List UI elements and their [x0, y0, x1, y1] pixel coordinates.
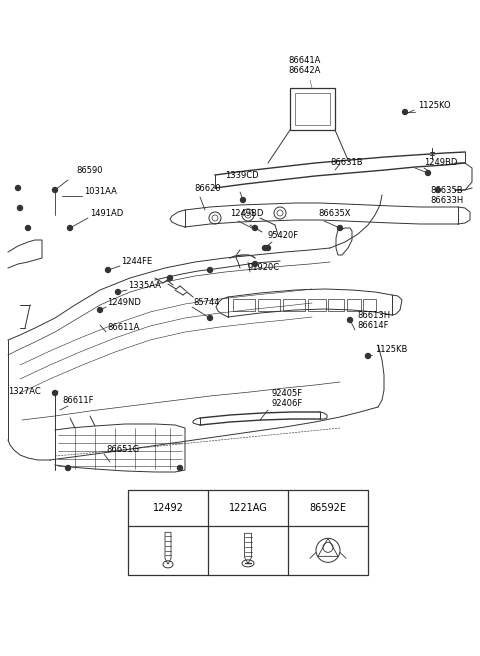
Circle shape	[52, 188, 58, 192]
Circle shape	[106, 268, 110, 272]
Circle shape	[178, 466, 182, 470]
Circle shape	[403, 110, 408, 115]
Text: 86635X: 86635X	[318, 209, 350, 218]
Text: 1031AA: 1031AA	[84, 187, 117, 196]
Circle shape	[207, 268, 213, 272]
Circle shape	[435, 188, 441, 192]
Text: 1244FE: 1244FE	[121, 257, 152, 266]
Circle shape	[252, 262, 257, 266]
Bar	[295, 93, 330, 125]
Circle shape	[365, 354, 371, 358]
Circle shape	[425, 171, 431, 176]
Text: 92405F
92406F: 92405F 92406F	[271, 388, 302, 408]
Text: 86631B: 86631B	[330, 158, 362, 167]
Text: 1491AD: 1491AD	[90, 209, 123, 218]
Circle shape	[116, 289, 120, 295]
Circle shape	[240, 197, 245, 203]
Bar	[347, 299, 361, 311]
Circle shape	[265, 245, 271, 251]
Text: 1335AA: 1335AA	[128, 281, 161, 290]
Text: 1249BD: 1249BD	[424, 158, 457, 167]
Text: 86592E: 86592E	[310, 503, 347, 513]
Bar	[328, 299, 344, 311]
Bar	[283, 299, 305, 311]
Circle shape	[25, 226, 31, 230]
Circle shape	[274, 207, 286, 219]
Circle shape	[52, 390, 58, 396]
Text: 1327AC: 1327AC	[8, 386, 41, 396]
Text: 1125KO: 1125KO	[418, 100, 451, 110]
Circle shape	[252, 226, 257, 230]
Bar	[308, 299, 326, 311]
Bar	[128, 490, 368, 575]
Circle shape	[65, 466, 71, 470]
Text: 86620: 86620	[194, 184, 221, 193]
Bar	[233, 299, 255, 311]
Circle shape	[168, 276, 172, 281]
Text: 86590: 86590	[76, 166, 103, 175]
Text: 1249ND: 1249ND	[107, 298, 141, 307]
Text: 95420F: 95420F	[268, 231, 299, 240]
Circle shape	[348, 318, 352, 323]
Text: 1221AG: 1221AG	[228, 503, 267, 513]
Text: 1339CD: 1339CD	[225, 171, 259, 180]
Text: 86613H
86614F: 86613H 86614F	[357, 310, 390, 330]
Bar	[258, 299, 280, 311]
Text: 91920C: 91920C	[248, 263, 280, 272]
Text: 86611A: 86611A	[107, 323, 139, 332]
Circle shape	[68, 226, 72, 230]
Bar	[363, 299, 376, 311]
Circle shape	[242, 209, 254, 221]
Circle shape	[15, 186, 21, 190]
Circle shape	[207, 316, 213, 321]
Circle shape	[209, 212, 221, 224]
Circle shape	[17, 205, 23, 211]
Text: 86635B
86633H: 86635B 86633H	[430, 186, 463, 205]
Text: 1249BD: 1249BD	[230, 209, 264, 218]
Text: 1125KB: 1125KB	[375, 345, 408, 354]
Circle shape	[337, 226, 343, 230]
Text: 12492: 12492	[153, 503, 183, 513]
Text: 86641A
86642A: 86641A 86642A	[289, 56, 321, 75]
Bar	[290, 88, 335, 130]
Circle shape	[97, 308, 103, 312]
Text: 86651G: 86651G	[106, 445, 139, 454]
Text: 85744: 85744	[193, 298, 219, 307]
Text: 86611F: 86611F	[62, 396, 94, 405]
Circle shape	[263, 245, 267, 251]
